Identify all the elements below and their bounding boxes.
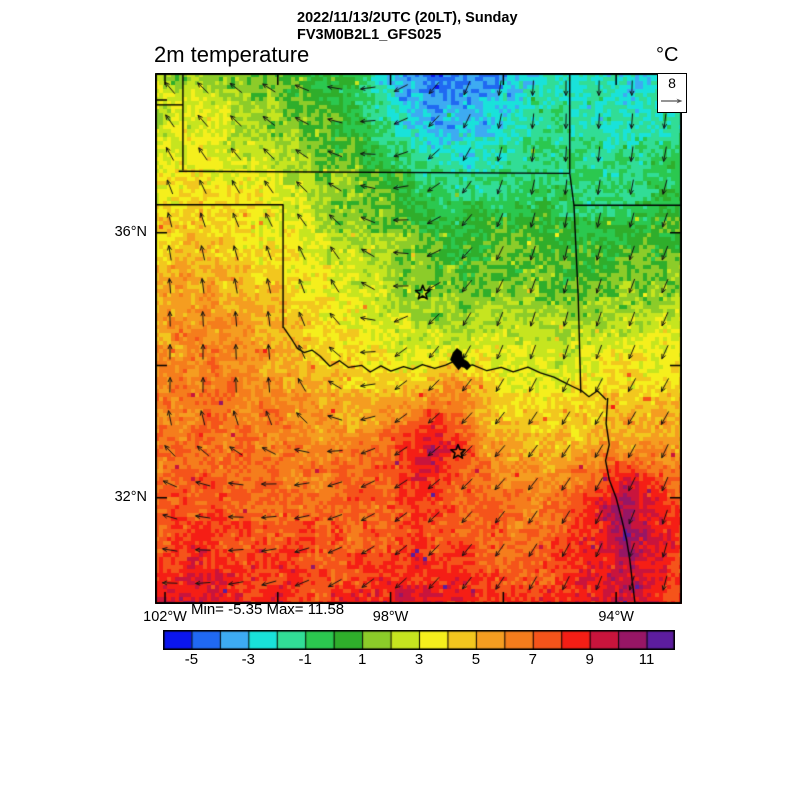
plot-title-line1: 2022/11/13/2UTC (20LT), Sunday	[297, 10, 518, 26]
colorbar-tick-labels: -5 -3 -1 1 3 5 7 9 11	[163, 651, 675, 671]
colorbar-tick-label: 9	[585, 651, 594, 668]
lat-label: 32°N	[114, 488, 147, 505]
reference-vector-arrow-icon	[661, 98, 683, 104]
colorbar-tick-label: -3	[241, 651, 255, 668]
colorbar-tick-label: 5	[471, 651, 481, 668]
colorbar-tick-label: -5	[184, 651, 199, 668]
colorbar-tick-label: -1	[298, 651, 312, 668]
colorbar	[163, 630, 675, 650]
lat-label: 36°N	[114, 223, 147, 240]
colorbar-tick-label: 7	[528, 651, 537, 668]
reference-vector-box: 8	[657, 73, 687, 113]
colorbar-tick-label: 1	[357, 651, 367, 668]
plot-title-line2: FV3M0B2L1_GFS025	[297, 27, 442, 43]
colorbar-tick-label: 3	[414, 651, 424, 668]
colorbar-tick-label: 11	[638, 651, 655, 668]
lon-label: 102°W	[143, 609, 187, 625]
lon-label: 94°W	[598, 609, 634, 625]
lon-label: 98°W	[372, 609, 409, 625]
minmax-annotation: Min= -5.35 Max= 11.58	[191, 601, 345, 618]
map-area: 8	[155, 73, 687, 604]
variable-label: 2m temperature	[154, 42, 310, 67]
temperature-map-canvas	[155, 73, 682, 604]
reference-vector-value: 8	[668, 75, 676, 91]
units-label: °C	[656, 44, 679, 66]
